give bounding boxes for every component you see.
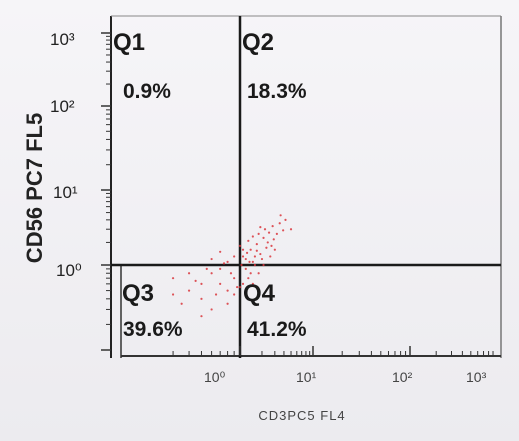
event-point — [289, 228, 293, 231]
x-tick-label-1000: 10³ — [466, 369, 487, 385]
event-point — [210, 308, 213, 311]
event-point — [219, 250, 222, 253]
y-tick-label-1: 10⁰ — [56, 261, 82, 280]
event-point — [255, 242, 258, 246]
event-point — [259, 226, 262, 229]
quadrant-q1-percent: 0.9% — [123, 80, 171, 103]
event-point — [263, 228, 267, 231]
event-point — [253, 255, 257, 258]
x-tick-label-100: 10² — [392, 369, 413, 385]
x-axis-ticks — [172, 346, 494, 356]
event-point — [219, 282, 222, 285]
quadrant-q4-name: Q4 — [243, 280, 276, 307]
event-point — [270, 244, 273, 247]
event-point — [249, 272, 252, 275]
event-point — [275, 232, 278, 235]
event-point — [251, 235, 254, 238]
event-point — [200, 297, 203, 300]
event-point — [187, 289, 191, 292]
event-point — [244, 289, 247, 292]
event-point — [245, 251, 249, 254]
event-point — [273, 248, 276, 251]
event-point — [171, 277, 175, 280]
event-point — [244, 267, 247, 270]
event-point — [187, 272, 191, 275]
event-point — [205, 267, 208, 270]
event-point — [282, 229, 285, 232]
quadrant-q2-percent: 18.3% — [247, 80, 307, 103]
event-point — [251, 282, 254, 285]
event-point — [226, 260, 229, 263]
event-point — [236, 285, 239, 289]
event-point — [269, 255, 272, 258]
event-point — [241, 248, 245, 251]
event-point — [262, 236, 265, 239]
x-tick-label-10: 10¹ — [296, 369, 317, 385]
event-point — [200, 315, 203, 318]
event-point — [259, 252, 262, 256]
event-point — [249, 248, 252, 251]
event-point — [257, 232, 260, 235]
event-point — [279, 214, 282, 217]
event-point — [257, 272, 260, 275]
event-point — [271, 225, 274, 228]
event-point — [266, 241, 269, 244]
event-point — [233, 255, 236, 258]
quadrant-q1-name: Q1 — [113, 29, 145, 56]
event-point — [171, 293, 175, 296]
event-point — [233, 277, 236, 280]
event-point — [253, 263, 257, 267]
event-point — [180, 302, 183, 305]
y-axis-ticks — [101, 32, 111, 351]
plot-frame — [110, 15, 502, 358]
event-point — [244, 257, 247, 261]
quadrant-q4-percent: 41.2% — [247, 318, 307, 341]
y-tick-label-1000: 10³ — [50, 30, 75, 49]
event-point — [214, 293, 218, 296]
event-point — [248, 260, 251, 263]
event-point — [247, 277, 250, 280]
event-point — [265, 246, 268, 249]
event-point — [210, 272, 213, 275]
event-point — [238, 244, 242, 247]
x-tick-label-1: 10⁰ — [204, 369, 226, 385]
x-axis-title: CD3PC5 FL4 — [258, 408, 345, 423]
event-point — [241, 255, 245, 258]
event-point — [240, 263, 243, 267]
event-point — [241, 282, 245, 285]
event-point — [255, 249, 258, 252]
event-point — [278, 222, 281, 225]
event-point — [222, 262, 226, 265]
event-point — [247, 239, 250, 242]
y-axis-title: CD56 PC7 FL5 — [22, 113, 47, 263]
event-point — [194, 279, 197, 283]
event-point — [200, 282, 203, 285]
event-points — [171, 214, 293, 318]
quadrant-q3-percent: 39.6% — [123, 318, 183, 341]
quadrant-q3-name: Q3 — [122, 280, 154, 307]
y-tick-label-100: 10² — [50, 97, 75, 116]
event-point — [210, 257, 213, 261]
event-point — [238, 285, 242, 289]
event-point — [267, 231, 271, 234]
event-point — [226, 302, 229, 305]
event-point — [251, 260, 254, 263]
event-point — [272, 238, 275, 241]
event-point — [226, 289, 229, 292]
event-point — [233, 293, 236, 296]
event-point — [284, 218, 287, 221]
event-point — [229, 272, 233, 275]
event-point — [260, 257, 264, 261]
event-point — [219, 267, 222, 270]
event-point — [262, 263, 265, 267]
y-tick-label-10: 10¹ — [53, 183, 78, 202]
quadrant-q2-name: Q2 — [242, 29, 274, 56]
